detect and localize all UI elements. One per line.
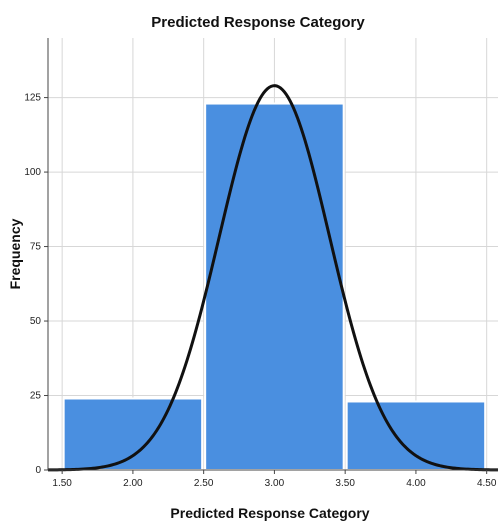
x-tick-label-1: 2.00 — [123, 478, 143, 489]
y-axis-label: Frequency — [7, 218, 23, 289]
y-tick-label-1: 25 — [30, 391, 42, 402]
x-tick-label-3: 3.00 — [265, 478, 285, 489]
histogram-bar-0 — [62, 397, 204, 471]
histogram-bar-2 — [345, 400, 487, 471]
x-tick-label-6: 4.50 — [477, 478, 497, 489]
y-tick-label-0: 0 — [35, 465, 41, 476]
y-tick-label-5: 125 — [24, 93, 41, 104]
ticks-layer: 1.50 2.00 2.50 3.00 3.50 4.00 4.50 0 25 50 75 100 12… — [24, 93, 497, 489]
bars-layer — [62, 102, 487, 471]
normal-curve — [47, 84, 499, 472]
grid-layer — [48, 38, 498, 471]
x-tick-label-4: 3.50 — [335, 478, 355, 489]
histogram-bar-1 — [204, 102, 345, 471]
x-tick-label-0: 1.50 — [52, 478, 72, 489]
x-tick-label-5: 4.00 — [406, 478, 426, 489]
y-tick-label-3: 75 — [30, 242, 42, 253]
axes-layer — [47, 38, 498, 471]
y-tick-label-2: 50 — [30, 316, 42, 327]
x-axis-label: Predicted Response Category — [170, 505, 369, 521]
y-tick-label-4: 100 — [24, 167, 41, 178]
normal-curve-layer — [47, 84, 499, 472]
x-tick-label-2: 2.50 — [194, 478, 214, 489]
chart-title: Predicted Response Category — [151, 14, 365, 31]
